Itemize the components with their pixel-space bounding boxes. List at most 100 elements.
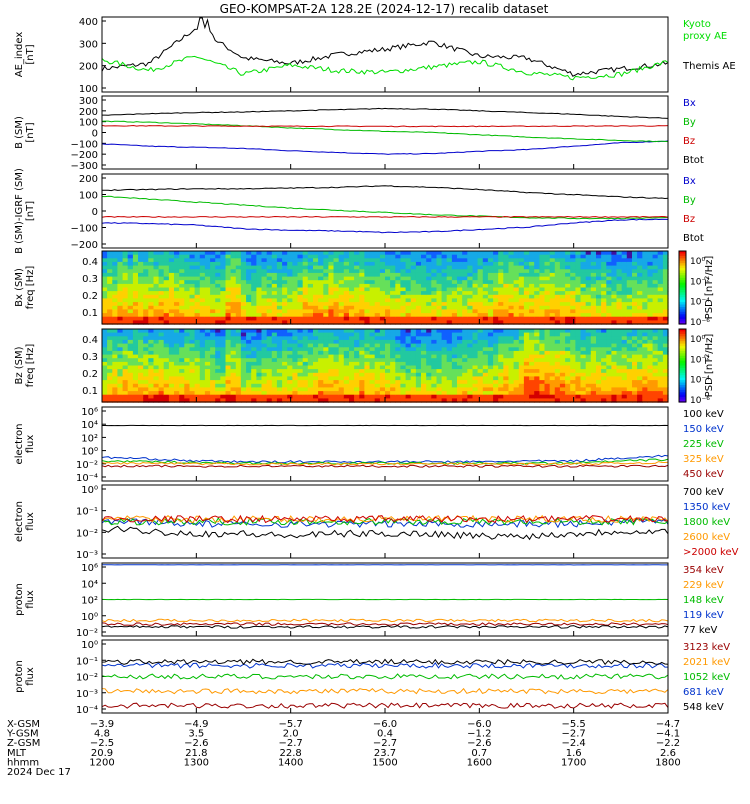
spectrogram-cell — [488, 309, 494, 313]
spectrogram-cell — [431, 376, 437, 380]
spectrogram-cell — [380, 351, 386, 355]
spectrogram-cell — [298, 317, 304, 321]
spectrogram-cell — [452, 344, 458, 348]
spectrogram-cell — [406, 251, 412, 255]
spectrogram-cell — [647, 333, 653, 337]
spectrogram-cell — [190, 351, 196, 355]
y-tick-label: 200 — [79, 62, 98, 73]
spectrogram-cell — [483, 351, 489, 355]
spectrogram-cell — [246, 333, 252, 337]
spectrogram-cell — [462, 251, 468, 255]
spectrogram-cell — [190, 340, 196, 344]
spectrogram-cell — [457, 291, 463, 295]
spectrogram-cell — [246, 273, 252, 277]
spectrogram-cell — [385, 358, 391, 362]
spectrogram-cell — [267, 395, 273, 399]
spectrogram-cell — [256, 309, 262, 313]
spectrogram-cell — [503, 298, 509, 302]
spectrogram-cell — [328, 351, 334, 355]
spectrogram-cell — [107, 251, 113, 255]
spectrogram-cell — [154, 387, 160, 391]
spectrogram-cell — [117, 395, 123, 399]
spectrogram-cell — [102, 380, 108, 384]
spectrogram-cell — [154, 344, 160, 348]
spectrogram-cell — [462, 358, 468, 362]
spectrogram-cell — [174, 340, 180, 344]
spectrogram-cell — [503, 380, 509, 384]
spectrogram-cell — [406, 344, 412, 348]
legend-entry: 1800 keV — [683, 517, 730, 528]
spectrogram-cell — [190, 387, 196, 391]
spectrogram-cell — [328, 340, 334, 344]
spectrogram-cell — [308, 291, 314, 295]
spectrogram-cell — [102, 273, 108, 277]
spectrogram-cell — [560, 333, 566, 337]
spectrogram-cell — [267, 344, 273, 348]
spectrogram-cell — [596, 380, 602, 384]
series-line — [102, 18, 668, 76]
spectrogram-cell — [179, 251, 185, 255]
spectrogram-cell — [637, 380, 643, 384]
spectrogram-cell — [596, 317, 602, 321]
spectrogram-cell — [447, 376, 453, 380]
spectrogram-cell — [246, 344, 252, 348]
spectrogram-cell — [442, 262, 448, 266]
y-tick-label: 100 — [79, 84, 98, 95]
spectrogram-cell — [375, 358, 381, 362]
spectrogram-cell — [642, 262, 648, 266]
spectrogram-cell — [195, 358, 201, 362]
spectrogram-cell — [154, 266, 160, 270]
spectrogram-cell — [509, 395, 515, 399]
spectrogram-cell — [437, 317, 443, 321]
spectrogram-cell — [524, 309, 530, 313]
spectrogram-cell — [539, 266, 545, 270]
spectrogram-cell — [565, 291, 571, 295]
spectrogram-cell — [328, 344, 334, 348]
spectrogram-cell — [262, 262, 268, 266]
spectrogram-cell — [550, 387, 556, 391]
spectrogram-cell — [328, 358, 334, 362]
spectrogram-cell — [514, 280, 520, 284]
spectrogram-cell — [133, 351, 139, 355]
spectrogram-cell — [344, 291, 350, 295]
spectrogram-cell — [519, 262, 525, 266]
spectrogram-cell — [431, 387, 437, 391]
spectrogram-cell — [298, 302, 304, 306]
spectrogram-cell — [637, 358, 643, 362]
spectrogram-cell — [282, 387, 288, 391]
spectrogram-cell — [658, 387, 664, 391]
spectrogram-cell — [313, 298, 319, 302]
spectrogram-cell — [190, 266, 196, 270]
spectrogram-cell — [509, 376, 515, 380]
spectrogram-cell — [596, 309, 602, 313]
spectrogram-cell — [478, 291, 484, 295]
spectrogram-cell — [179, 358, 185, 362]
spectrogram-cell — [210, 340, 216, 344]
spectrogram-cell — [545, 340, 551, 344]
spectrogram-cell — [262, 266, 268, 270]
spectrogram-cell — [184, 309, 190, 313]
panel-frame — [102, 17, 668, 92]
spectrogram-cell — [256, 291, 262, 295]
spectrogram-cell — [123, 262, 129, 266]
spectrogram-cell — [545, 298, 551, 302]
y-axis-label: flux — [25, 667, 36, 686]
spectrogram-cell — [416, 358, 422, 362]
spectrogram-cell — [154, 369, 160, 373]
spectrogram-cell — [617, 376, 623, 380]
spectrogram-cell — [339, 266, 345, 270]
spectrogram-cell — [647, 340, 653, 344]
spectrogram-cell — [534, 387, 540, 391]
spectrogram-cell — [272, 291, 278, 295]
spectrogram-cell — [359, 369, 365, 373]
spectrogram-cell — [123, 369, 129, 373]
spectrogram-cell — [653, 340, 659, 344]
spectrogram-cell — [529, 380, 535, 384]
spectrogram-cell — [148, 317, 154, 321]
spectrogram-cell — [226, 251, 232, 255]
legend-entry: 1052 keV — [683, 672, 730, 683]
spectrogram-cell — [164, 358, 170, 362]
spectrogram-cell — [256, 344, 262, 348]
y-tick-label: 10⁰ — [81, 447, 98, 458]
